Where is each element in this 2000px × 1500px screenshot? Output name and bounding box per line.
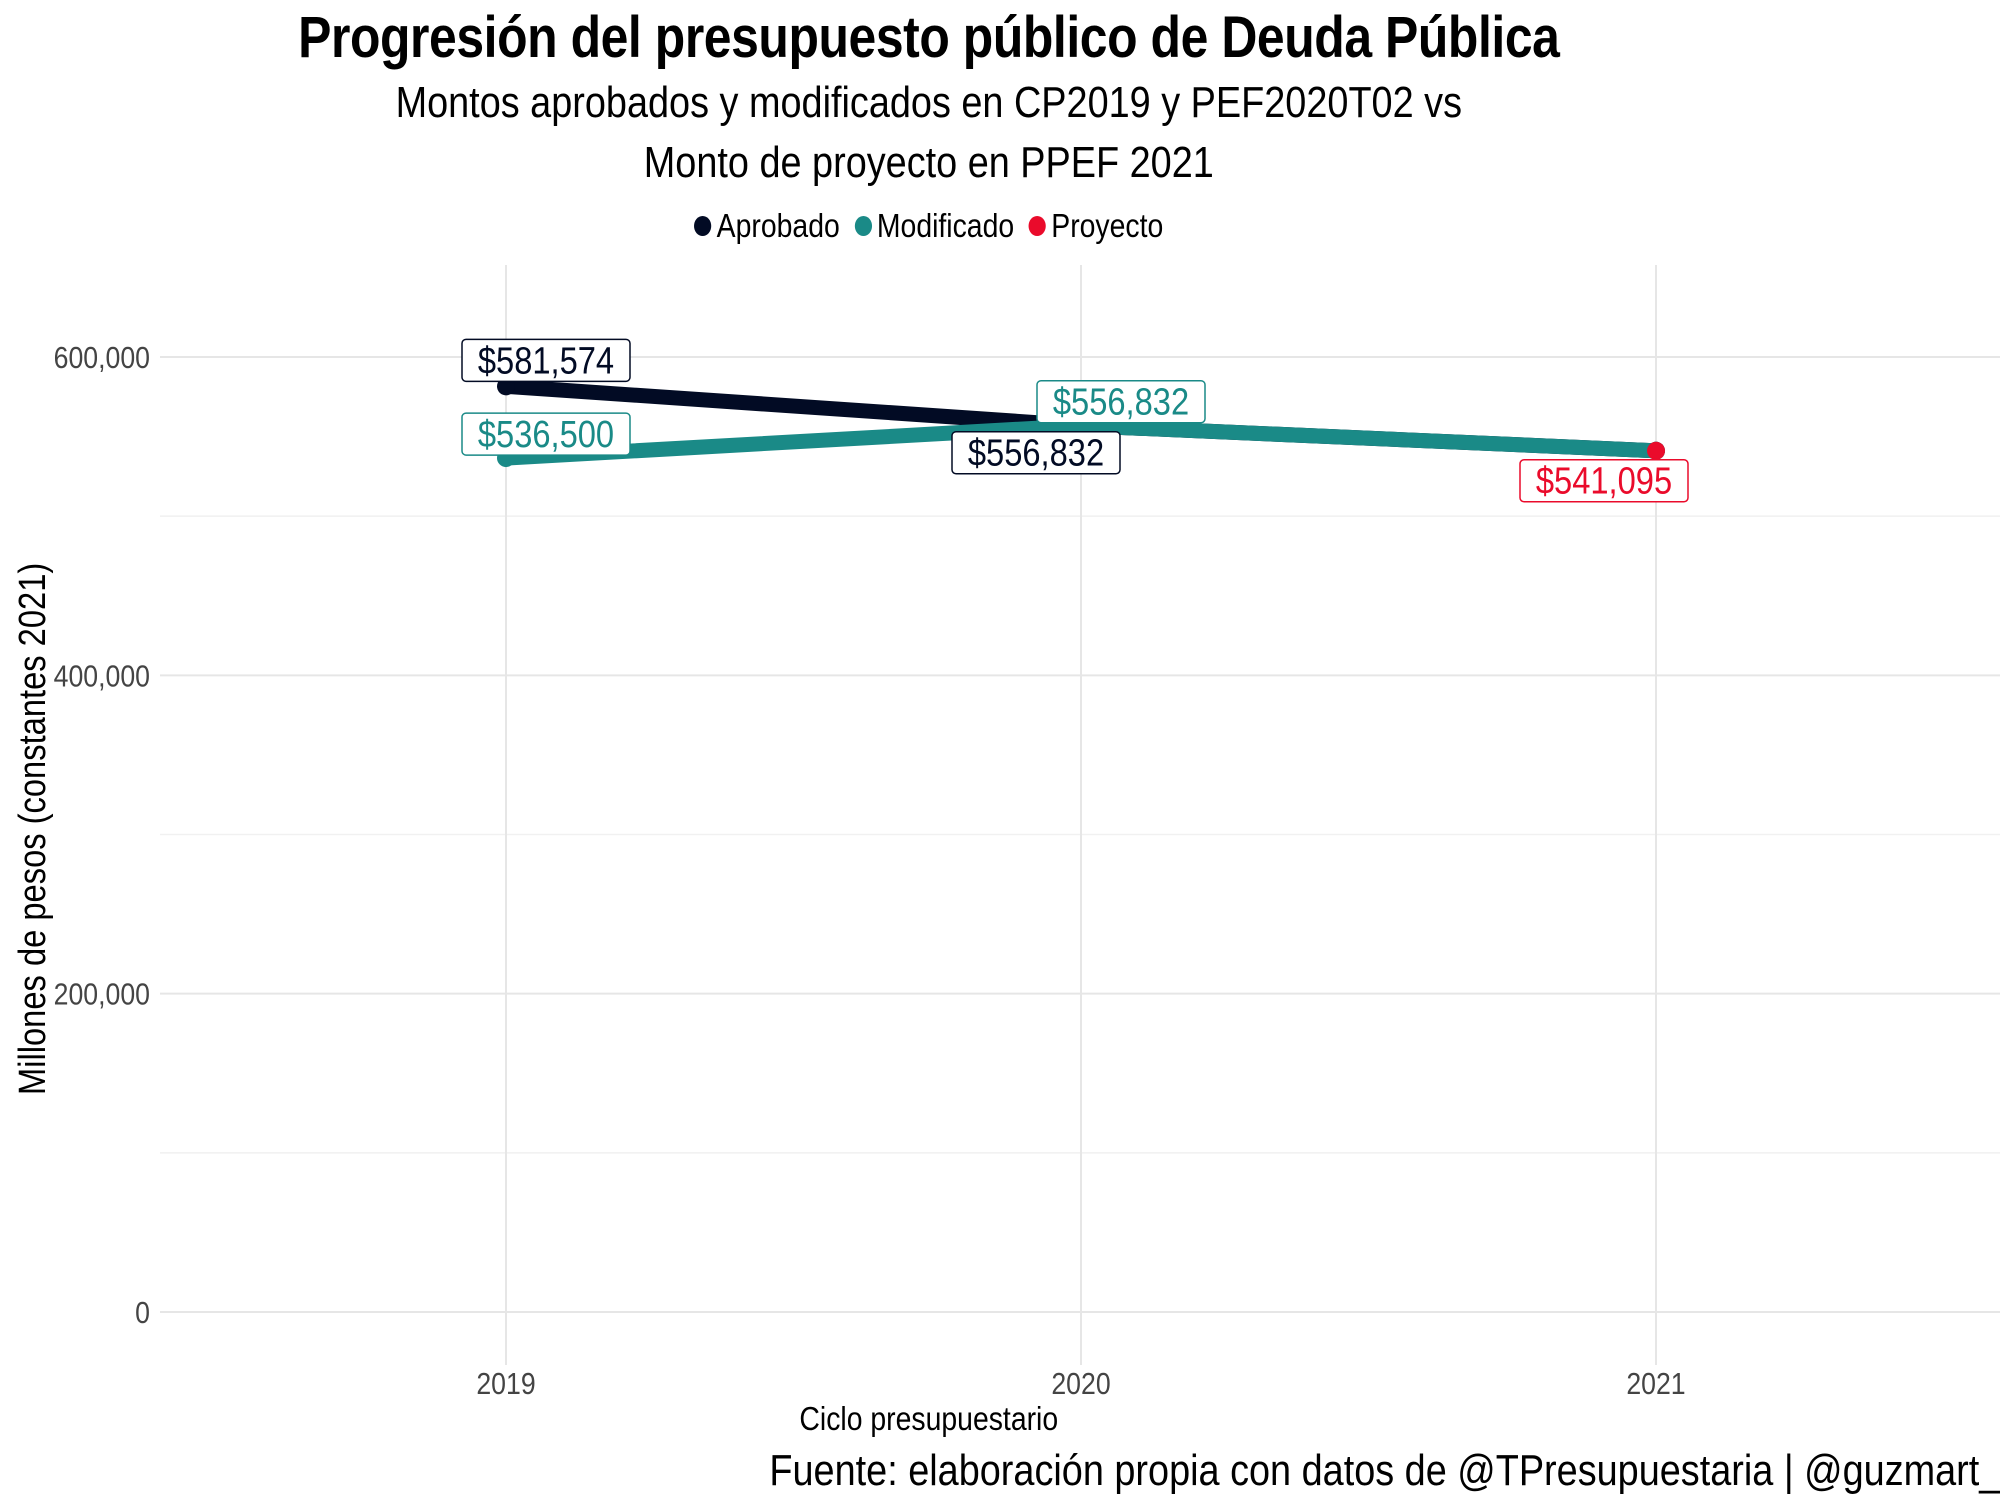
data-label-aprobado: $556,832 [968, 431, 1104, 474]
legend-item-aprobado: Aprobado [694, 207, 840, 245]
data-label-box-modificado [1036, 379, 1206, 424]
point-proyecto-2021 [1647, 441, 1665, 460]
data-label-proyecto: $541,095 [1536, 459, 1672, 502]
legend-item-modificado: Modificado [854, 207, 1015, 245]
y-tick-label: 0 [135, 1296, 150, 1330]
chart-subtitle-line-1: Montos aprobados y modificados en CP2019… [395, 78, 1463, 127]
x-tick-label: 2019 [476, 1367, 535, 1401]
legend-item-proyecto: Proyecto [1028, 207, 1164, 245]
x-axis-label: Ciclo presupuestario [799, 1400, 1059, 1437]
data-label-box-modificado [461, 412, 631, 456]
legend-key-proyecto [1028, 216, 1047, 236]
chart-caption: Fuente: elaboración propia con datos de … [769, 1446, 2000, 1495]
legend-label-aprobado: Aprobado [716, 207, 840, 244]
x-tick-label: 2021 [1626, 1367, 1685, 1401]
legend-key-aprobado [694, 216, 712, 236]
x-tick-label: 2020 [1051, 1367, 1110, 1401]
chart-title: Progresión del presupuesto público de De… [298, 5, 1560, 70]
data-label-box-proyecto [1519, 459, 1689, 503]
y-tick-label: 400,000 [54, 660, 150, 694]
legend: Aprobado Modificado Proyecto [0, 206, 1858, 245]
legend-label-modificado: Modificado [876, 207, 1015, 244]
data-label-box-aprobado [951, 430, 1121, 475]
data-label-box-aprobado [461, 338, 631, 383]
y-axis-label: Millones de pesos (constantes 2021) [12, 562, 54, 1095]
chart-subtitle-line-2: Monto de proyecto en PPEF 2021 [643, 138, 1214, 187]
data-label-aprobado: $581,574 [478, 339, 614, 382]
y-tick-label: 600,000 [54, 341, 150, 375]
y-tick-label: 200,000 [54, 978, 150, 1012]
legend-label-proyecto: Proyecto [1051, 207, 1164, 244]
data-label-modificado: $536,500 [478, 413, 614, 456]
legend-key-modificado [854, 216, 872, 236]
data-label-modificado: $556,832 [1053, 380, 1189, 423]
